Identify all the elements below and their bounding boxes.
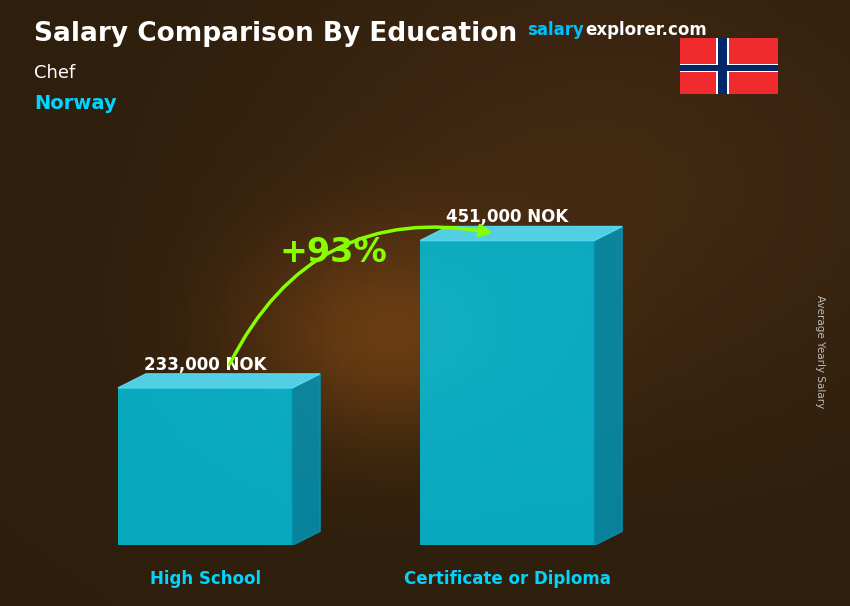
Bar	[718, 38, 727, 94]
FancyBboxPatch shape	[118, 388, 292, 545]
Text: High School: High School	[150, 570, 261, 588]
Text: explorer.com: explorer.com	[585, 21, 706, 39]
Text: 233,000 NOK: 233,000 NOK	[144, 356, 266, 374]
Text: +93%: +93%	[279, 236, 387, 269]
FancyBboxPatch shape	[680, 38, 778, 94]
Polygon shape	[594, 227, 622, 545]
Polygon shape	[420, 227, 622, 241]
Polygon shape	[118, 374, 320, 388]
Text: salary: salary	[527, 21, 584, 39]
Text: Chef: Chef	[34, 64, 76, 82]
Text: Norway: Norway	[34, 94, 116, 113]
Text: Certificate or Diploma: Certificate or Diploma	[404, 570, 610, 588]
Bar	[717, 38, 728, 94]
FancyArrowPatch shape	[230, 225, 489, 364]
Text: Average Yearly Salary: Average Yearly Salary	[815, 295, 825, 408]
Text: Salary Comparison By Education: Salary Comparison By Education	[34, 21, 517, 47]
Bar	[680, 64, 778, 72]
Text: 451,000 NOK: 451,000 NOK	[446, 208, 569, 227]
FancyBboxPatch shape	[420, 241, 594, 545]
Polygon shape	[292, 374, 320, 545]
Bar	[680, 65, 778, 70]
